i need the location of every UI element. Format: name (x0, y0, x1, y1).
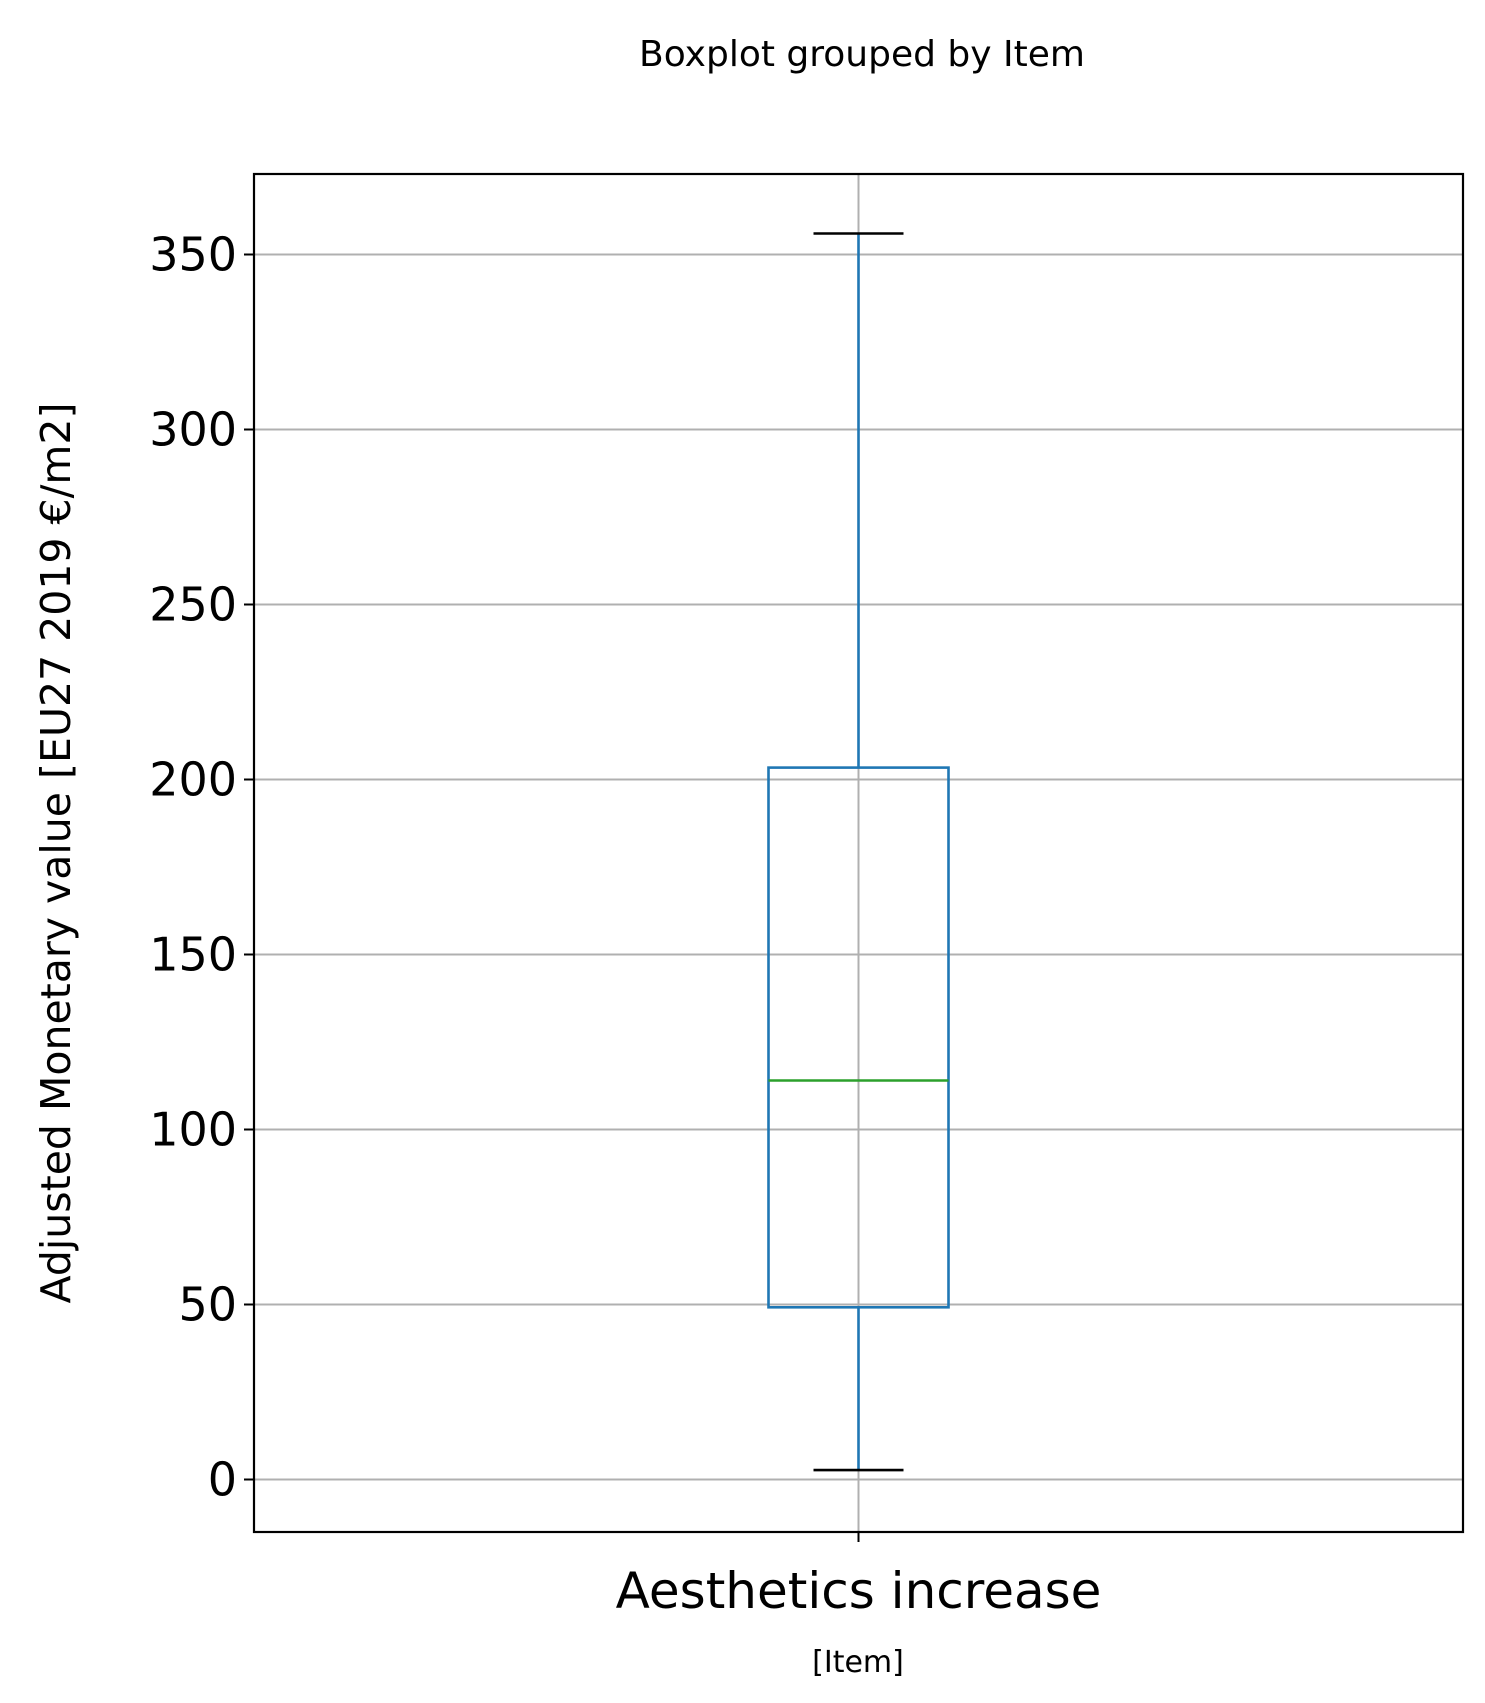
y-axis-label: Adjusted Monetary value [EU27 2019 €/m2] (32, 403, 80, 1304)
y-tick-label: 0 (208, 1453, 237, 1507)
box-elements (767, 232, 950, 1472)
x-axis-ticks: Aesthetics increase (616, 1532, 1102, 1620)
y-tick-label: 150 (149, 928, 237, 982)
x-axis-label: [Item] (812, 1645, 904, 1680)
y-tick-label: 350 (149, 228, 237, 282)
y-tick-label: 300 (149, 403, 237, 457)
y-tick-label: 50 (178, 1278, 237, 1332)
iqr-box (767, 766, 950, 1309)
x-category-label: Aesthetics increase (616, 1562, 1102, 1620)
chart-title: Boxplot grouped by Item (639, 34, 1085, 75)
y-axis-ticks: 0 50 100 150 200 250 300 350 (149, 228, 254, 1507)
y-tick-label: 250 (149, 578, 237, 632)
y-tick-label: 200 (149, 753, 237, 807)
y-tick-label: 100 (149, 1103, 237, 1157)
